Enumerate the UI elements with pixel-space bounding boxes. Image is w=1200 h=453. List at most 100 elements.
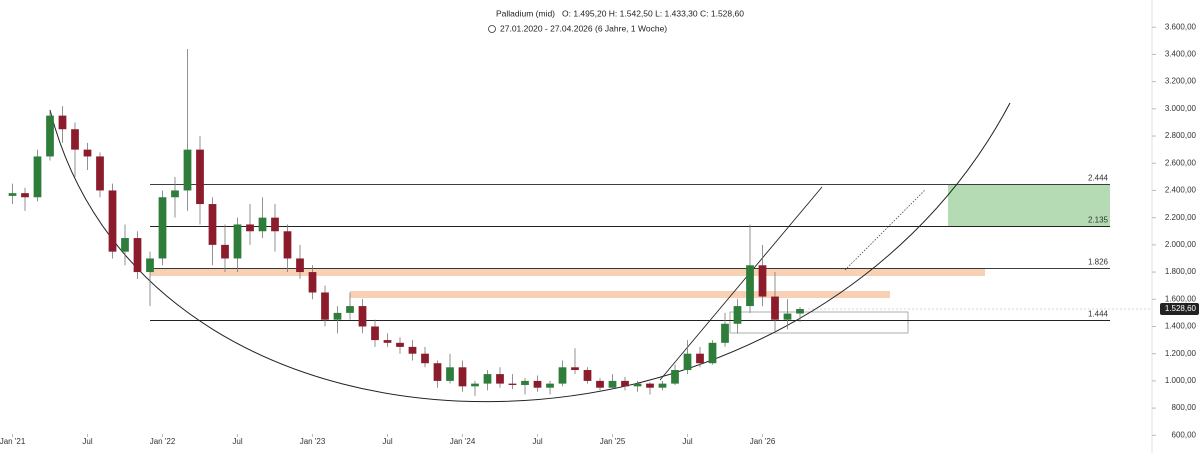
y-tick-label: 2.800,00 <box>1165 131 1197 140</box>
candle-body <box>471 383 479 387</box>
candle-body <box>333 312 342 320</box>
clock-icon <box>488 25 496 33</box>
candle-body <box>446 367 454 381</box>
candle-body <box>221 244 229 259</box>
candle-body <box>383 340 392 343</box>
y-tick-label: 600,00 <box>1172 430 1197 439</box>
y-tick-label: 1.800,00 <box>1165 267 1197 276</box>
instrument-title: Palladium (mid) <box>496 8 555 18</box>
candle-body <box>46 115 54 157</box>
candle-body <box>233 224 242 259</box>
last-price-tag <box>1160 302 1199 315</box>
candle-body <box>121 238 129 252</box>
candle-body <box>533 380 542 388</box>
candle-body <box>33 156 42 198</box>
candle-body <box>796 308 804 314</box>
y-tick-label: 3.200,00 <box>1165 77 1197 86</box>
candle-body <box>771 296 779 320</box>
candle-body <box>133 238 142 273</box>
candle-body <box>196 149 204 205</box>
candle-body <box>71 129 79 150</box>
candle-body <box>696 353 704 364</box>
price-level-label: 1.826 <box>1088 258 1109 267</box>
candle-body <box>596 380 604 388</box>
candle-body <box>683 353 692 371</box>
candle-body <box>346 306 354 313</box>
candle-body <box>496 374 504 384</box>
y-tick-label: 2.400,00 <box>1165 186 1197 195</box>
candle-body <box>583 370 592 381</box>
x-tick-label: Jul <box>532 437 542 446</box>
y-tick-label: 1.200,00 <box>1165 349 1197 358</box>
price-level-label: 2.444 <box>1088 174 1109 183</box>
candle-body <box>158 197 167 259</box>
candle-body <box>421 353 429 364</box>
y-tick-label: 2.200,00 <box>1165 213 1197 222</box>
y-tick-label: 3.000,00 <box>1165 104 1197 113</box>
candle-body <box>358 306 367 327</box>
date-range: 27.01.2020 - 27.04.2026 (6 Jahre, 1 Woch… <box>500 23 667 33</box>
x-tick-label: Jul <box>232 437 242 446</box>
candle-body <box>658 383 667 388</box>
x-tick-label: Jul <box>682 437 692 446</box>
x-tick-label: Jan '21 <box>0 437 26 446</box>
candle-body <box>721 323 729 343</box>
resistance-zone <box>350 291 890 298</box>
candle-body <box>8 193 17 196</box>
candle-body <box>321 292 329 320</box>
y-tick-label: 1.400,00 <box>1165 322 1197 331</box>
y-tick-label: 2.600,00 <box>1165 158 1197 167</box>
x-tick-label: Jan '22 <box>150 437 176 446</box>
candle-body <box>171 190 179 198</box>
candle-body <box>746 265 754 307</box>
x-tick-label: Jul <box>382 437 392 446</box>
y-tick-label: 3.600,00 <box>1165 22 1197 31</box>
candle-body <box>558 367 567 384</box>
candle-body <box>546 383 554 388</box>
candle-body <box>458 367 467 387</box>
candle-body <box>758 265 767 297</box>
candle-body <box>433 363 442 381</box>
candle-body <box>21 193 29 198</box>
candle-body <box>508 383 517 385</box>
candle-body <box>308 272 317 293</box>
candle-body <box>283 231 292 259</box>
y-tick-label: 1.600,00 <box>1165 294 1197 303</box>
candle-body <box>571 367 579 371</box>
candle-body <box>371 326 379 341</box>
candle-body <box>108 190 117 252</box>
range-box <box>729 311 909 334</box>
trend-line <box>659 186 823 381</box>
candle-body <box>521 380 529 385</box>
projection-line <box>844 189 926 271</box>
candle-body <box>633 383 642 387</box>
candle-body <box>246 224 254 232</box>
candle-body <box>296 258 304 273</box>
candle-body <box>408 346 417 354</box>
target-zone <box>948 185 1110 227</box>
ohlc-label: O: 1.495,20 H: 1.542,50 L: 1.433,30 C: 1… <box>562 8 744 18</box>
candle-body <box>58 115 67 130</box>
candle-body <box>146 258 154 273</box>
last-price-label: 1.528,60 <box>1165 304 1197 313</box>
x-tick-label: Jan '23 <box>300 437 326 446</box>
x-tick-label: Jan '24 <box>450 437 476 446</box>
y-tick-label: 2.000,00 <box>1165 240 1197 249</box>
x-tick-label: Jan '26 <box>750 437 776 446</box>
candle-body <box>183 149 192 191</box>
candle-body <box>783 313 792 320</box>
candle-body <box>96 156 104 191</box>
candle-body <box>646 383 654 388</box>
y-tick-label: 800,00 <box>1172 403 1197 412</box>
y-tick-label: 3.400,00 <box>1165 50 1197 59</box>
price-level-label: 2.135 <box>1088 216 1109 225</box>
candle-body <box>258 217 267 232</box>
candle-body <box>621 380 629 387</box>
candle-body <box>671 370 679 384</box>
candle-body <box>208 204 217 245</box>
candle-body <box>271 217 279 232</box>
price-level-label: 1.444 <box>1088 310 1109 319</box>
y-tick-label: 1.000,00 <box>1165 376 1197 385</box>
candle-body <box>608 380 617 388</box>
